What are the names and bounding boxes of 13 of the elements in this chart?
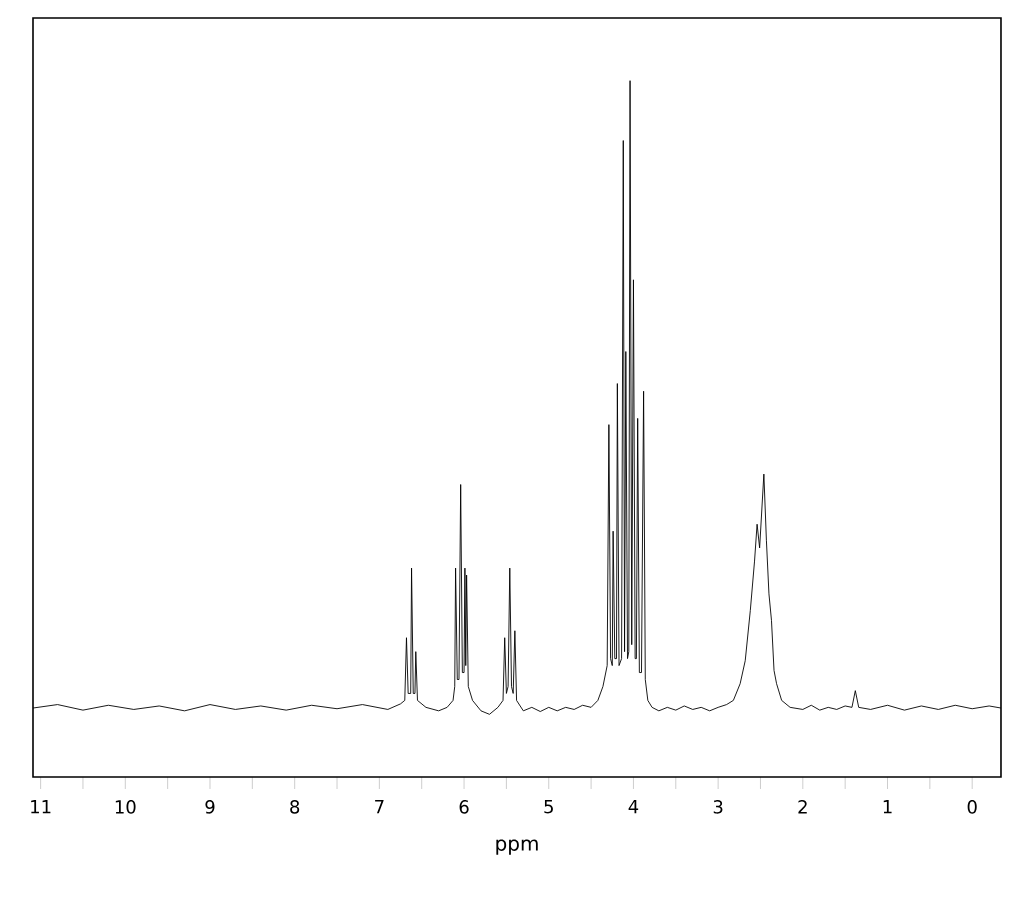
x-tick-label: 6 (459, 800, 469, 814)
x-tick-label: 8 (290, 800, 300, 814)
x-tick-label: 11 (31, 800, 51, 814)
x-tick-label: 4 (628, 800, 639, 814)
x-tick-label: 9 (205, 800, 215, 814)
x-tick-label: 10 (115, 800, 136, 814)
x-axis-title: ppm (496, 839, 538, 855)
x-tick-label: 2 (798, 800, 807, 814)
x-tick-label: 7 (375, 800, 384, 814)
x-tick-label: 0 (967, 800, 977, 814)
x-tick-label: 5 (544, 800, 553, 814)
x-tick-label: 3 (713, 800, 723, 814)
x-tick-label: 1 (883, 800, 892, 814)
